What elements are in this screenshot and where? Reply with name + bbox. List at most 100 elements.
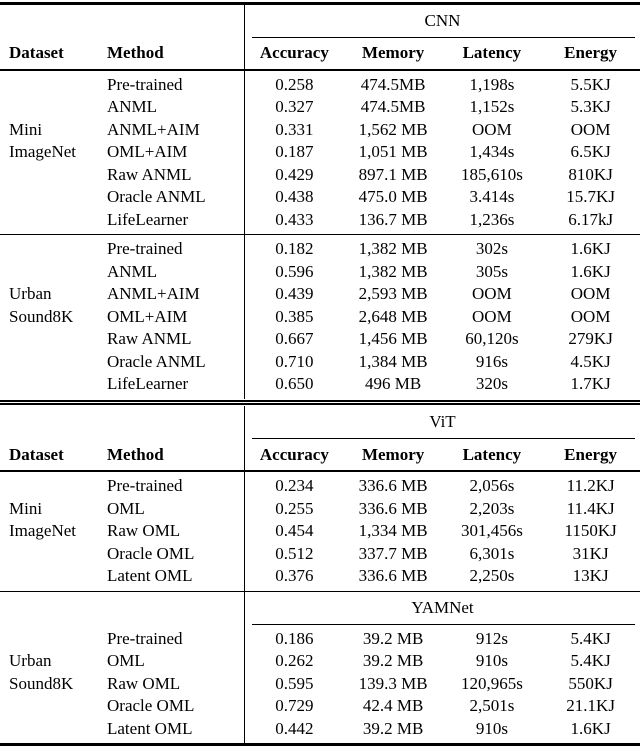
dataset-cell: Mini: [9, 498, 43, 518]
method-cell: Pre-trained: [107, 74, 183, 94]
model-header: CNN: [424, 10, 461, 30]
model-underline-rule: [252, 623, 635, 625]
metric-cells: 0.442 39.2 MB 910s 1.6KJ: [245, 718, 640, 741]
metric-cells: 0.512 337.7 MB 6,301s 31KJ: [245, 543, 640, 566]
metric-cell: 1,051 MB: [358, 142, 428, 162]
metric-cells: 0.595 139.3 MB 120,965s 550KJ: [245, 673, 640, 696]
metric-cell: 5.3KJ: [570, 97, 611, 117]
metric-cell: 1,152s: [469, 97, 515, 117]
header-rule: [0, 68, 640, 71]
method-cell: Pre-trained: [107, 476, 183, 496]
table-row: LifeLearner 0.650 496 MB 320s 1.7KJ: [0, 373, 640, 396]
metric-cell: 1,334 MB: [358, 521, 428, 541]
table-row: Oracle OML 0.729 42.4 MB 2,501s 21.1KJ: [0, 695, 640, 718]
column-header-row: Dataset Method Accuracy Memory Latency Energy: [0, 38, 640, 69]
method-cell: Latent OML: [107, 718, 193, 738]
metric-cell: 1,236s: [469, 209, 515, 229]
method-cell: OML+AIM: [107, 306, 188, 326]
metric-cell: 0.187: [275, 142, 314, 162]
metric-cell: 6,301s: [469, 543, 515, 563]
metric-cell: 0.512: [275, 543, 314, 563]
metric-cell: 136.7 MB: [358, 209, 428, 229]
metric-cell: 0.442: [275, 718, 314, 738]
row-group: Pre-trained 0.182 1,382 MB 302s 1.6KJ ANML 0.5…: [0, 235, 640, 399]
table-row: ImageNet OML+AIM 0.187 1,051 MB 1,434s 6.5KJ: [0, 141, 640, 164]
column-header-latency: Latency: [462, 444, 522, 464]
metric-cell: 2,501s: [469, 696, 515, 716]
metric-cell: 0.438: [275, 187, 314, 207]
method-cell: Oracle ANML: [107, 351, 206, 371]
method-cell: LifeLearner: [107, 209, 189, 229]
metric-cells: 0.439 2,593 MB OOM OOM: [245, 283, 640, 306]
metric-cells: 0.429 897.1 MB 185,610s 810KJ: [245, 164, 640, 187]
metric-cell: 0.454: [275, 521, 314, 541]
table-row: ANML 0.327 474.5MB 1,152s 5.3KJ: [0, 96, 640, 119]
table-row: Latent OML 0.376 336.6 MB 2,250s 13KJ: [0, 565, 640, 588]
metric-cell: 1,456 MB: [358, 329, 428, 349]
method-cell: OML+AIM: [107, 142, 188, 162]
method-cell: Oracle OML: [107, 696, 195, 716]
table-row: ImageNet Raw OML 0.454 1,334 MB 301,456s 1150…: [0, 520, 640, 543]
metric-cell: 39.2 MB: [362, 651, 424, 671]
metric-cell: 0.729: [275, 696, 314, 716]
model-header-row: CNN: [0, 5, 640, 37]
dataset-cell: Mini: [9, 119, 43, 139]
table-row: Oracle OML 0.512 337.7 MB 6,301s 31KJ: [0, 543, 640, 566]
table-row: Sound8K OML+AIM 0.385 2,648 MB OOM OOM: [0, 306, 640, 329]
metric-cell: 0.255: [275, 498, 314, 518]
metric-cell: OOM: [570, 284, 611, 304]
metric-cell: 474.5MB: [360, 74, 426, 94]
table-row: Sound8K Raw OML 0.595 139.3 MB 120,965s 550KJ: [0, 673, 640, 696]
method-cell: ANML+AIM: [107, 284, 200, 304]
column-header-latency: Latency: [462, 43, 522, 62]
metric-cells: 0.729 42.4 MB 2,501s 21.1KJ: [245, 695, 640, 718]
method-cell: Pre-trained: [107, 628, 183, 648]
metric-cell: 2,593 MB: [358, 284, 428, 304]
model-underline-rule: [252, 36, 635, 38]
metric-cells: 0.650 496 MB 320s 1.7KJ: [245, 373, 640, 396]
metric-cells: 0.385 2,648 MB OOM OOM: [245, 306, 640, 329]
method-cell: Latent OML: [107, 566, 193, 586]
metric-cell: OOM: [570, 119, 611, 139]
metric-cell: 0.186: [275, 628, 314, 648]
table-row: Pre-trained 0.182 1,382 MB 302s 1.6KJ: [0, 238, 640, 261]
metric-cells: 0.187 1,051 MB 1,434s 6.5KJ: [245, 141, 640, 164]
metric-cell: 0.429: [275, 164, 314, 184]
metric-cell: 0.385: [275, 306, 314, 326]
metric-cell: 185,610s: [460, 164, 523, 184]
metric-cell: 1.6KJ: [570, 718, 611, 738]
method-cell: Raw ANML: [107, 329, 192, 349]
metric-cells: 0.667 1,456 MB 60,120s 279KJ: [245, 328, 640, 351]
metric-cell: 0.182: [275, 239, 314, 259]
metric-cells: 0.331 1,562 MB OOM OOM: [245, 119, 640, 142]
metric-headers: Accuracy Memory Latency Energy: [245, 38, 640, 69]
model-header: ViT: [429, 412, 456, 431]
metric-cell: 912s: [475, 628, 508, 648]
table-separator-double-rule: [0, 399, 640, 405]
model-header-row: ViT: [0, 406, 640, 438]
model-header-row: YAMNet: [0, 592, 640, 624]
column-header-method: Method: [107, 43, 164, 62]
metric-cells: 0.376 336.6 MB 2,250s 13KJ: [245, 565, 640, 588]
column-header-dataset: Dataset: [9, 43, 64, 62]
metric-cells: 0.438 475.0 MB 3.414s 15.7KJ: [245, 186, 640, 209]
method-cell: ANML: [107, 261, 158, 281]
table-row: Urban ANML+AIM 0.439 2,593 MB OOM OOM: [0, 283, 640, 306]
column-header-memory: Memory: [361, 43, 425, 62]
metric-cell: 1,384 MB: [358, 351, 428, 371]
segment-rule: [0, 590, 640, 592]
metric-cell: 302s: [475, 239, 508, 259]
metric-cell: 139.3 MB: [358, 673, 428, 693]
metric-cells: 0.234 336.6 MB 2,056s 11.2KJ: [245, 475, 640, 498]
metric-cell: 3.414s: [469, 187, 515, 207]
metric-cell: 1.6KJ: [570, 261, 611, 281]
section-rule: [0, 234, 640, 235]
bottom-rule: [0, 743, 640, 746]
metric-cell: 1,382 MB: [358, 261, 428, 281]
column-header-method: Method: [107, 444, 164, 464]
table-row: Mini OML 0.255 336.6 MB 2,203s 11.4KJ: [0, 498, 640, 521]
metric-cell: 0.596: [275, 261, 314, 281]
top-rule: [0, 2, 640, 5]
metric-cell: 42.4 MB: [362, 696, 424, 716]
metric-cell: 305s: [475, 261, 508, 281]
